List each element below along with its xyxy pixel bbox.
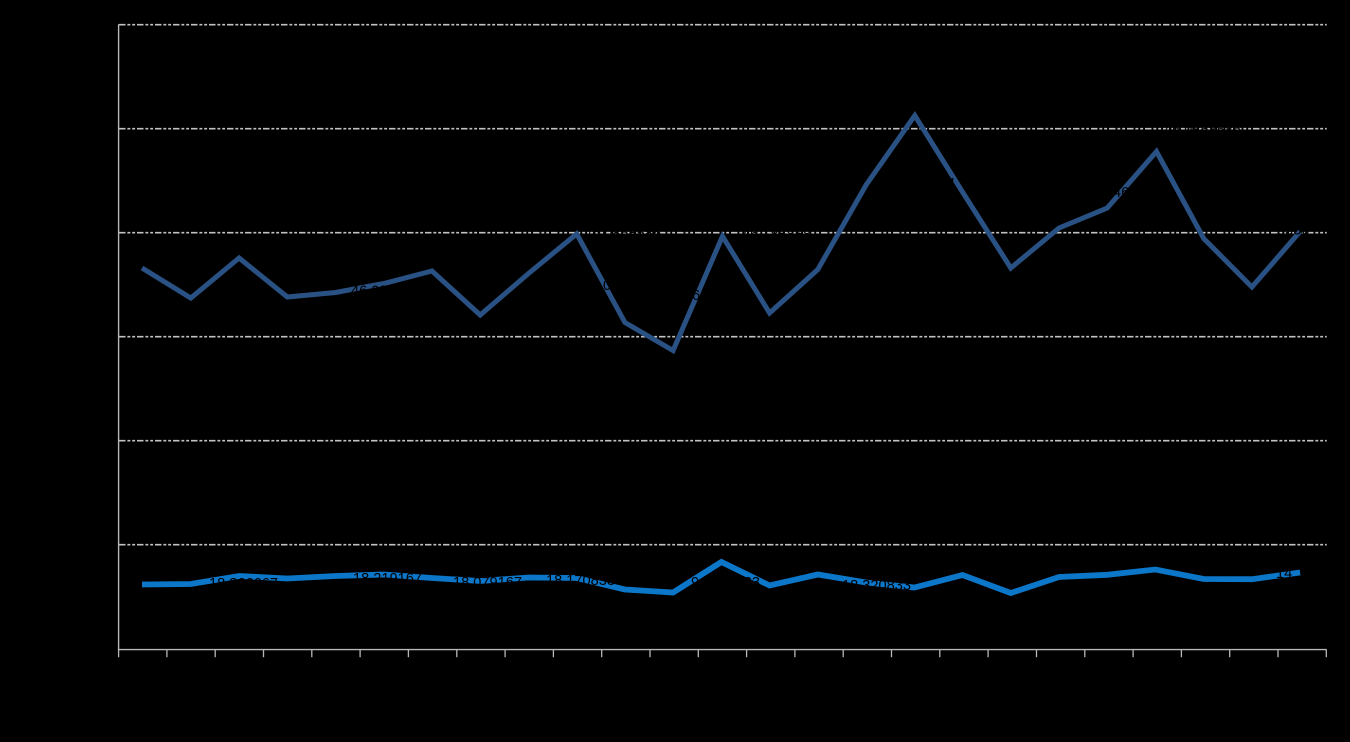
svg-text:4: 4 xyxy=(947,176,955,192)
svg-text:46.0858586: 46.0858586 xyxy=(584,226,661,242)
svg-text:18.320833: 18.320833 xyxy=(842,578,911,594)
svg-text:18.219167: 18.219167 xyxy=(353,571,422,587)
svg-text:0: 0 xyxy=(603,278,611,294)
svg-text:8586: 8586 xyxy=(1277,223,1309,239)
svg-text:9.0133333: 9.0133333 xyxy=(691,575,760,591)
svg-text:18.079167: 18.079167 xyxy=(453,575,522,591)
svg-text:46.082: 46.082 xyxy=(351,284,396,300)
svg-text:18.366667: 18.366667 xyxy=(209,576,278,592)
svg-text:14.: 14. xyxy=(1276,566,1296,582)
svg-text:46.0858586: 46.0858586 xyxy=(1164,123,1241,139)
svg-text:46: 46 xyxy=(1113,185,1129,201)
svg-text:46.185858: 46.185858 xyxy=(742,227,811,243)
svg-text:6: 6 xyxy=(692,288,700,304)
svg-text:18.170833: 18.170833 xyxy=(546,573,615,589)
